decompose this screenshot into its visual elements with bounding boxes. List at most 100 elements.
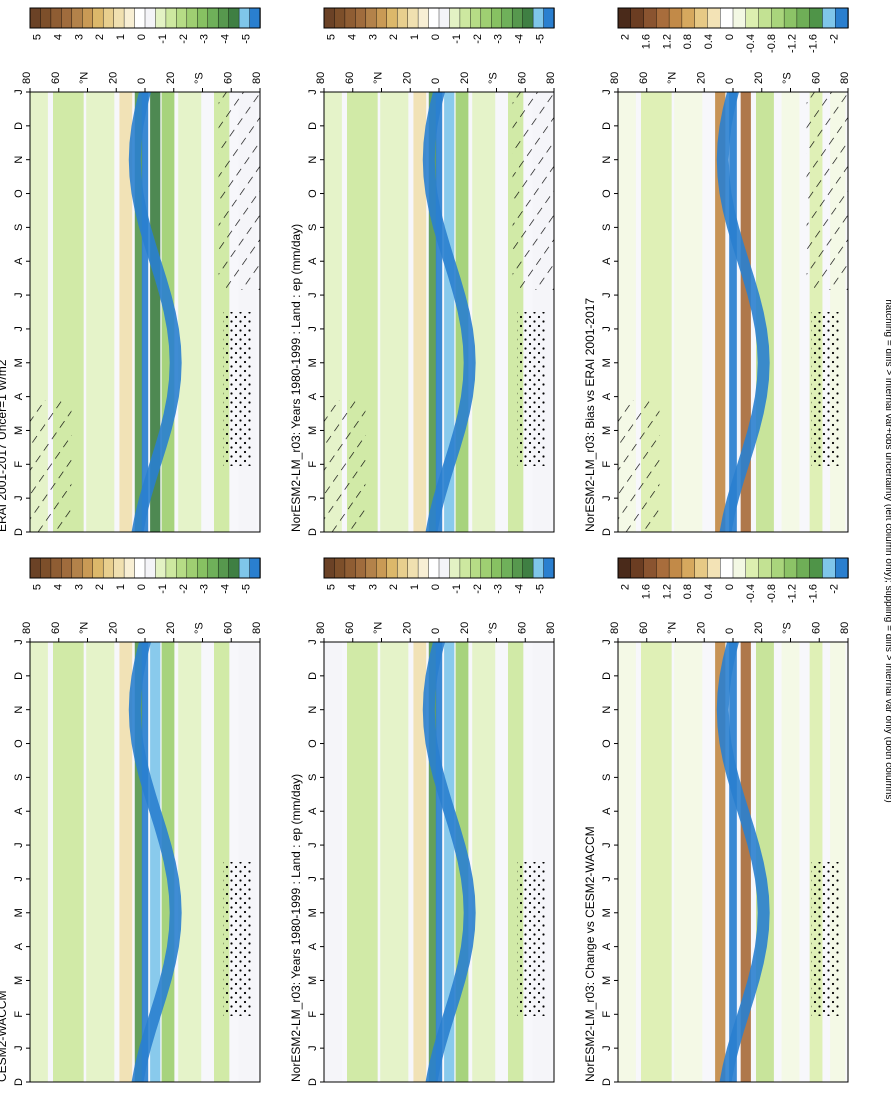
colorbar-swatch bbox=[29, 7, 42, 29]
colorbar-label: 0 bbox=[430, 584, 442, 590]
field-band bbox=[86, 92, 115, 532]
lat-tick-label: 20 bbox=[459, 622, 471, 634]
colorbar-cb21: 2 1.6 1.2 0.8 0.4 0 -0.4 -0.8 -1.2 -1.6 -2 bbox=[617, 557, 849, 603]
itcz-band bbox=[128, 642, 182, 1082]
field-band bbox=[134, 642, 143, 1082]
field-band bbox=[674, 642, 703, 1082]
month-tick-label: F bbox=[601, 1011, 613, 1018]
colorbar-label: -1.6 bbox=[808, 34, 820, 53]
lat-tick-label: 80 bbox=[251, 622, 263, 634]
panel-p01: D J F M A M J J A S O N D J 80 60 °N 20 0 20 °S 60 80 NorESM2-L… bbox=[289, 622, 557, 1086]
lat-tick-label: 0 bbox=[136, 78, 148, 84]
plot-area bbox=[29, 641, 261, 1083]
month-tick-label: M bbox=[13, 426, 25, 435]
colorbar-swatch bbox=[771, 557, 785, 579]
month-tick-label: J bbox=[13, 326, 25, 332]
colorbar-swatch bbox=[29, 557, 42, 579]
colorbar-swatch bbox=[532, 557, 545, 579]
month-tick-label: J bbox=[307, 292, 319, 298]
colorbar-label: -3 bbox=[493, 34, 505, 44]
month-tick-label: A bbox=[13, 807, 25, 815]
colorbar-swatch bbox=[668, 557, 683, 579]
field-band bbox=[150, 92, 161, 532]
month-tick-label: J bbox=[13, 876, 25, 882]
colorbar-swatch bbox=[82, 7, 94, 29]
colorbar-swatch bbox=[543, 7, 555, 29]
hatching-region bbox=[512, 92, 554, 290]
month-tick-label: S bbox=[601, 224, 613, 231]
colorbar-label: -3 bbox=[199, 34, 211, 44]
lat-tick-label: 60 bbox=[222, 72, 234, 84]
colorbar-label: 4 bbox=[52, 34, 64, 40]
stippling-region bbox=[517, 862, 545, 1016]
colorbar-swatch bbox=[228, 7, 240, 29]
colorbar-swatch bbox=[511, 557, 524, 579]
lat-tick-label: °N bbox=[373, 622, 385, 634]
field-band bbox=[729, 92, 737, 532]
colorbar-label: 4 bbox=[52, 584, 64, 590]
colorbar-swatch bbox=[144, 557, 157, 579]
colorbar-label: -4 bbox=[220, 34, 232, 44]
month-tick-label: O bbox=[307, 739, 319, 748]
stippling-region bbox=[811, 862, 839, 1016]
field-band bbox=[178, 642, 202, 1082]
colorbar-swatch bbox=[438, 557, 451, 579]
field-band bbox=[413, 642, 427, 1082]
hatching-region bbox=[618, 400, 660, 532]
month-tick-label: D bbox=[13, 1078, 25, 1086]
colorbar-swatch bbox=[694, 7, 709, 29]
lat-tick-label: 20 bbox=[695, 72, 707, 84]
colorbar-swatch bbox=[217, 557, 230, 579]
month-tick-label: A bbox=[13, 942, 25, 950]
colorbar-frame bbox=[617, 557, 849, 579]
colorbar-swatch bbox=[835, 7, 849, 29]
month-tick-label: J bbox=[307, 89, 319, 95]
field-band bbox=[740, 92, 751, 532]
colorbar-swatch bbox=[459, 7, 472, 29]
lat-tick-label: 0 bbox=[136, 628, 148, 634]
field-band bbox=[119, 92, 133, 532]
colorbar-label: 3 bbox=[367, 584, 379, 590]
month-tick-label: D bbox=[13, 528, 25, 536]
month-tick-label: M bbox=[601, 426, 613, 435]
colorbar-label: 0.8 bbox=[682, 34, 694, 49]
colorbar-swatch bbox=[470, 557, 482, 579]
lat-tick-label: °S bbox=[782, 622, 794, 634]
colorbar-label: -2 bbox=[472, 584, 484, 594]
colorbar-swatch bbox=[707, 557, 721, 579]
colorbar-swatch bbox=[50, 557, 63, 579]
colorbar-swatch bbox=[449, 7, 461, 29]
colorbar-label: -2 bbox=[829, 34, 841, 44]
stippling-region bbox=[223, 312, 251, 466]
lat-tick-label: 20 bbox=[165, 622, 177, 634]
hatching-region bbox=[30, 400, 72, 532]
colorbar-swatch bbox=[207, 557, 219, 579]
lat-tick-label: 80 bbox=[545, 72, 557, 84]
month-tick-label: D bbox=[307, 528, 319, 536]
plot-area bbox=[617, 641, 849, 1083]
colorbar-swatch bbox=[238, 557, 251, 579]
colorbar-label: -0.8 bbox=[766, 584, 778, 603]
colorbar-label: -5 bbox=[535, 34, 547, 44]
colorbar-swatch bbox=[355, 557, 367, 579]
month-tick-label: J bbox=[601, 639, 613, 645]
colorbar-swatch bbox=[745, 7, 760, 29]
month-tick-label: J bbox=[13, 1045, 25, 1051]
field-band bbox=[53, 642, 84, 1082]
panel-p21: D J F M A M J J A S O N D J 80 60 °N 20 0 20 °S 60 80 NorESM2-L… bbox=[583, 622, 851, 1086]
colorbar-swatch bbox=[365, 7, 377, 29]
colorbar-label: 2 bbox=[94, 34, 106, 40]
colorbar-label: 2 bbox=[94, 584, 106, 590]
colorbar-cb01: 5 4 3 2 1 0 -1 -2 -3 -4 -5 bbox=[323, 557, 555, 594]
lat-tick-label: 20 bbox=[107, 622, 119, 634]
lat-tick-label: 60 bbox=[638, 622, 650, 634]
field-band bbox=[30, 642, 48, 1082]
month-tick-label: D bbox=[307, 1078, 319, 1086]
colorbar-label: -4 bbox=[514, 34, 526, 44]
colorbar-swatch bbox=[144, 7, 157, 29]
colorbar-swatch bbox=[732, 557, 747, 579]
field-band bbox=[715, 642, 726, 1082]
colorbar-swatch bbox=[732, 7, 747, 29]
